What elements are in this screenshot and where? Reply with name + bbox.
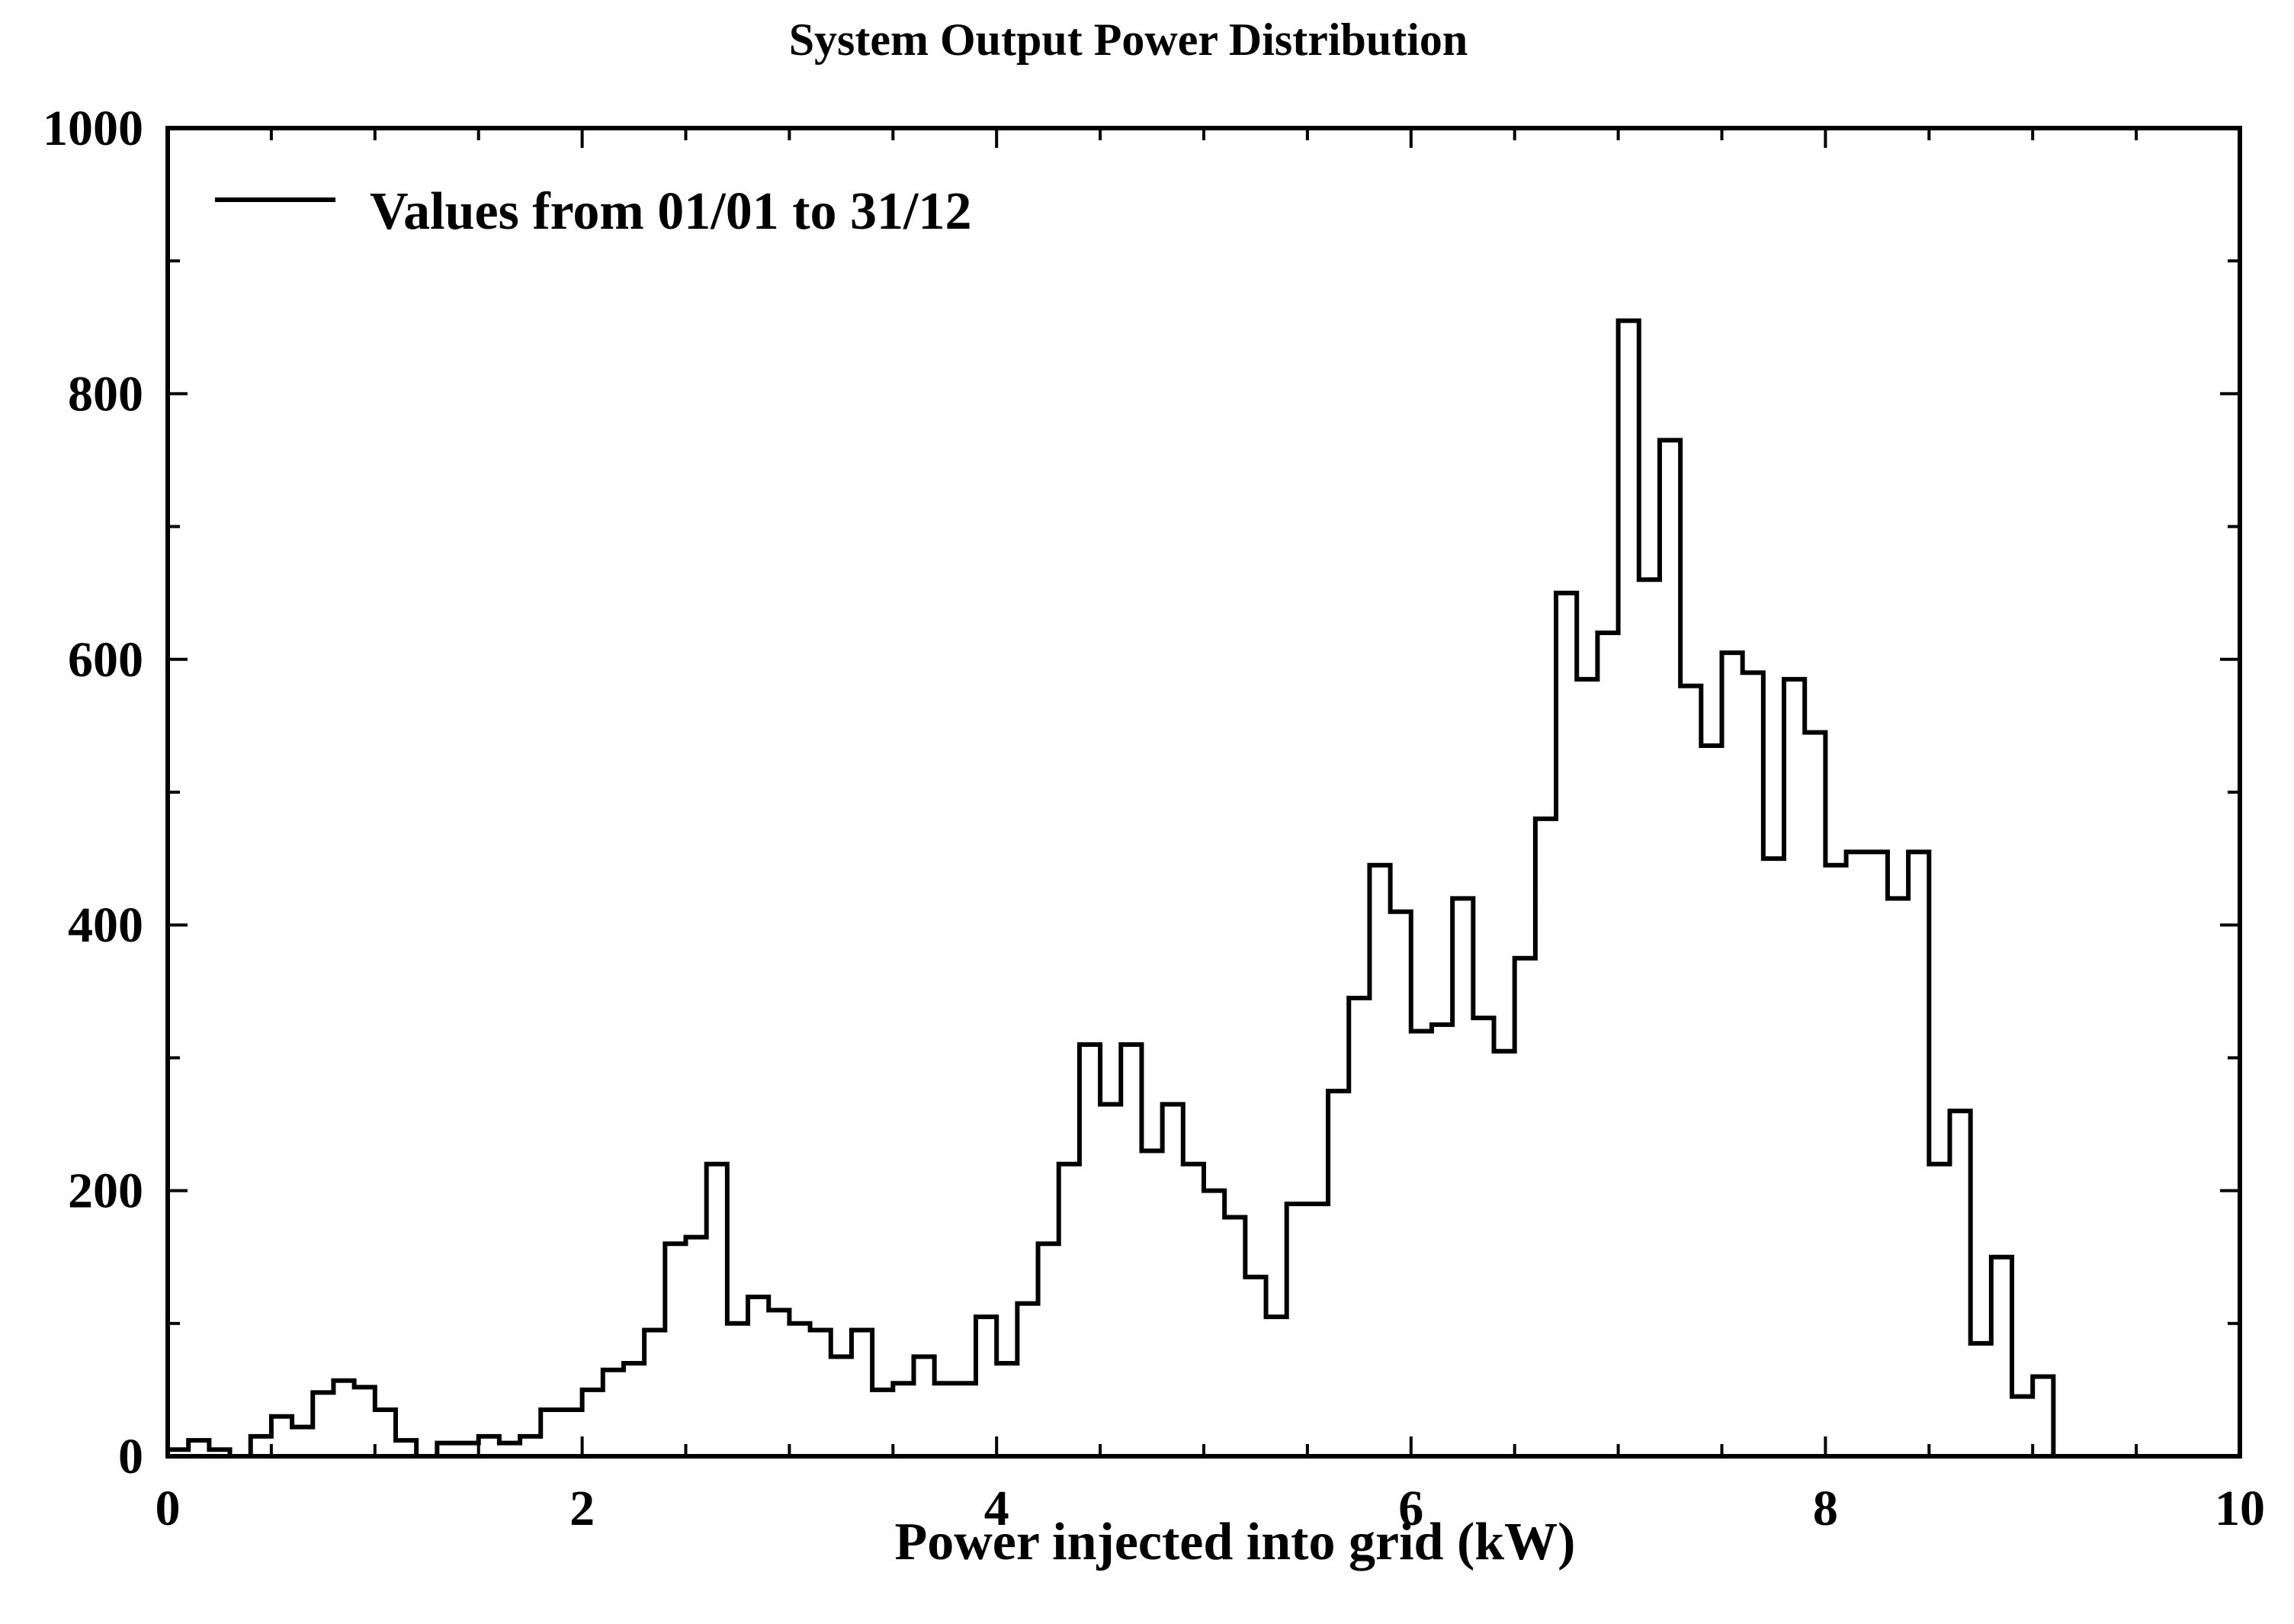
chart-title: System Output Power Distribution xyxy=(789,14,1468,65)
y-tick-label: 800 xyxy=(68,366,143,422)
histogram-series-line xyxy=(168,318,2074,1459)
y-tick-label: 1000 xyxy=(43,101,143,156)
x-tick-label: 2 xyxy=(569,1481,595,1536)
plot-area xyxy=(165,126,2242,1459)
x-tick-label: 10 xyxy=(2215,1481,2265,1536)
x-tick-label: 4 xyxy=(984,1481,1009,1536)
y-axis-tick-labels: 0 200 400 600 800 1000 xyxy=(43,101,143,1484)
y-tick-label: 200 xyxy=(68,1163,143,1219)
y-tick-label: 400 xyxy=(68,897,143,953)
legend: Values from 01/01 to 31/12 xyxy=(215,182,971,241)
x-axis-tick-labels: 0 2 4 6 8 10 xyxy=(156,1481,2266,1536)
plot-frame xyxy=(165,126,2242,1459)
x-axis-ticks xyxy=(166,128,2241,1456)
x-axis-label: Power injected into grid (kW) xyxy=(894,1513,1575,1571)
y-axis-ticks xyxy=(168,127,2240,1458)
y-tick-label: 0 xyxy=(118,1429,143,1484)
x-tick-label: 8 xyxy=(1813,1481,1838,1536)
y-tick-label: 600 xyxy=(68,632,143,688)
x-tick-label: 6 xyxy=(1398,1481,1423,1536)
legend-entry-label: Values from 01/01 to 31/12 xyxy=(370,182,971,241)
x-tick-label: 0 xyxy=(156,1481,181,1536)
